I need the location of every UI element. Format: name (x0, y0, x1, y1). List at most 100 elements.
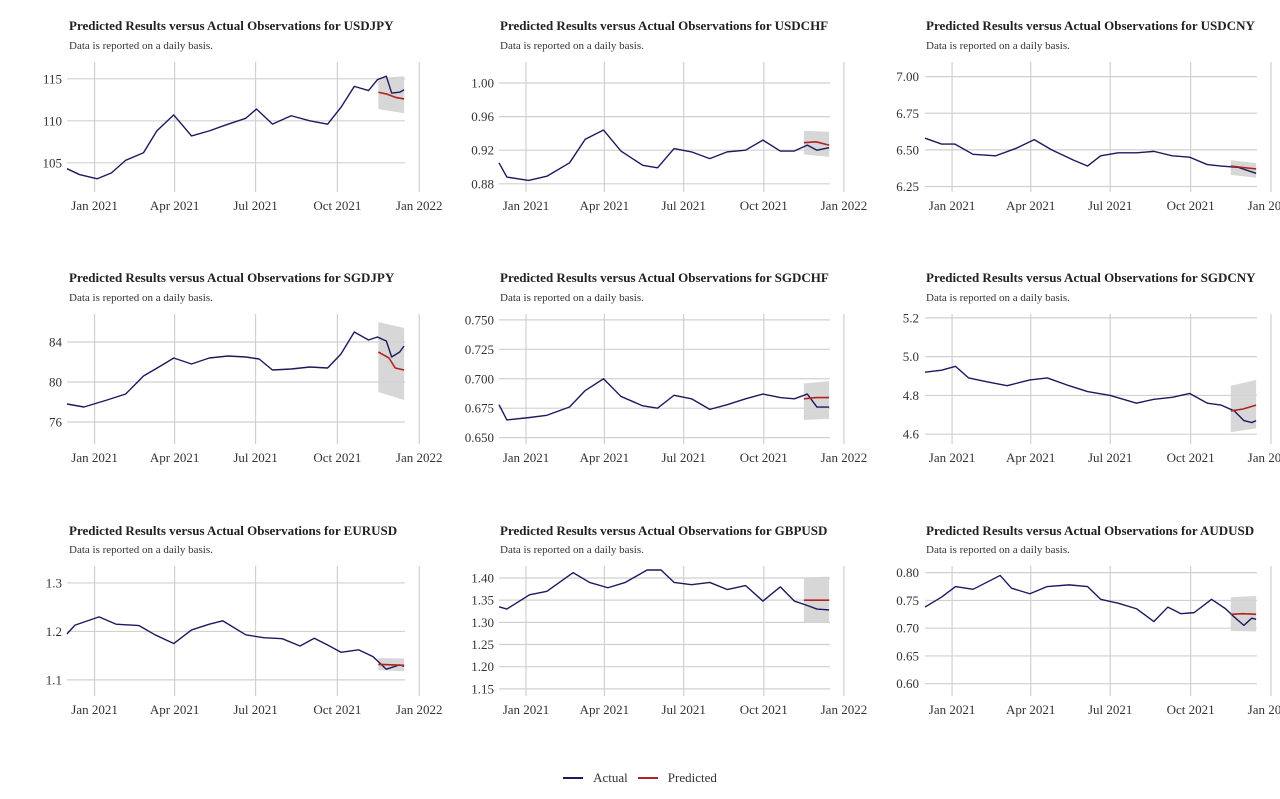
chart-subtitle: Data is reported on a daily basis. (500, 40, 644, 52)
legend-label-predicted: Predicted (667, 770, 717, 785)
x-tick-label: Jan 2022 (821, 198, 868, 213)
chart-title: Predicted Results versus Actual Observat… (69, 523, 398, 538)
x-tick-label: Jan 2022 (1248, 198, 1280, 213)
y-tick-label: 0.75 (896, 593, 919, 608)
chart-title: Predicted Results versus Actual Observat… (926, 18, 1255, 33)
x-tick-label: Jan 2021 (71, 702, 118, 717)
x-tick-label: Oct 2021 (313, 198, 361, 213)
chart-subtitle: Data is reported on a daily basis. (69, 40, 213, 52)
x-tick-label: Jul 2021 (233, 702, 277, 717)
x-tick-label: Jan 2021 (503, 198, 550, 213)
x-tick-label: Jan 2022 (821, 450, 868, 465)
chart-title: Predicted Results versus Actual Observat… (69, 18, 394, 33)
y-tick-label: 0.88 (471, 176, 494, 191)
y-tick-label: 4.6 (903, 427, 920, 442)
series-predicted-line (803, 396, 830, 400)
legend: Actual Predicted (0, 768, 1280, 788)
legend-item-predicted: Predicted (637, 770, 717, 786)
x-tick-label: Jan 2021 (71, 450, 118, 465)
x-tick-label: Jan 2022 (396, 702, 443, 717)
x-tick-label: Apr 2021 (150, 702, 199, 717)
x-tick-label: Apr 2021 (580, 198, 629, 213)
x-tick-label: Jan 2022 (396, 450, 443, 465)
y-tick-label: 0.80 (896, 565, 919, 580)
y-tick-label: 4.8 (903, 388, 919, 403)
x-tick-label: Oct 2021 (1167, 198, 1215, 213)
chart-title: Predicted Results versus Actual Observat… (926, 270, 1256, 285)
x-tick-label: Jan 2021 (503, 450, 550, 465)
y-tick-label: 80 (49, 375, 62, 390)
y-tick-label: 0.750 (465, 312, 494, 327)
x-tick-label: Apr 2021 (150, 450, 199, 465)
chart-title: Predicted Results versus Actual Observat… (500, 18, 829, 33)
series-predicted-line (378, 91, 405, 100)
series-actual-line (498, 378, 830, 421)
y-tick-label: 5.2 (903, 310, 919, 325)
x-tick-label: Oct 2021 (1167, 702, 1215, 717)
y-tick-label: 1.25 (471, 637, 494, 652)
y-tick-label: 6.50 (896, 142, 919, 157)
x-tick-label: Jul 2021 (233, 450, 277, 465)
y-tick-label: 0.96 (471, 109, 494, 124)
y-tick-label: 1.1 (46, 672, 62, 687)
chart-title: Predicted Results versus Actual Observat… (500, 270, 829, 285)
x-tick-label: Oct 2021 (313, 450, 361, 465)
series-actual-line (66, 75, 405, 180)
chart-subtitle: Data is reported on a daily basis. (500, 292, 644, 304)
x-tick-label: Apr 2021 (580, 450, 629, 465)
x-tick-label: Jan 2021 (929, 702, 976, 717)
series-actual-line (66, 616, 405, 670)
x-tick-label: Oct 2021 (740, 450, 788, 465)
x-tick-label: Jan 2021 (71, 198, 118, 213)
x-tick-label: Oct 2021 (1167, 450, 1215, 465)
y-tick-label: 0.60 (896, 676, 919, 691)
chart-title: Predicted Results versus Actual Observat… (69, 270, 395, 285)
x-tick-label: Jul 2021 (661, 198, 705, 213)
series-predicted-line (377, 351, 405, 371)
series-actual-line (924, 365, 1257, 424)
y-tick-label: 1.00 (471, 76, 494, 91)
y-tick-label: 1.3 (46, 575, 62, 590)
y-tick-label: 1.15 (471, 681, 494, 696)
series-predicted-line (378, 663, 405, 667)
y-tick-label: 115 (43, 71, 62, 86)
x-tick-label: Oct 2021 (740, 702, 788, 717)
x-tick-label: Apr 2021 (1006, 702, 1055, 717)
y-tick-label: 7.00 (896, 69, 919, 84)
legend-item-actual: Actual (563, 770, 628, 786)
chart-title: Predicted Results versus Actual Observat… (500, 523, 828, 538)
y-tick-label: 1.40 (471, 570, 494, 585)
x-tick-label: Jul 2021 (661, 702, 705, 717)
chart-title: Predicted Results versus Actual Observat… (926, 523, 1255, 538)
chart-subtitle: Data is reported on a daily basis. (69, 544, 213, 556)
x-tick-label: Jul 2021 (1088, 450, 1132, 465)
y-tick-label: 105 (43, 155, 63, 170)
y-tick-label: 1.2 (46, 624, 62, 639)
prediction-band (803, 381, 830, 420)
chart-subtitle: Data is reported on a daily basis. (926, 544, 1070, 556)
series-actual-line (66, 331, 405, 408)
y-tick-label: 1.30 (471, 615, 494, 630)
series-predicted-line (1230, 404, 1257, 412)
legend-swatch-predicted (637, 777, 658, 779)
x-tick-label: Oct 2021 (313, 702, 361, 717)
series-actual-line (498, 129, 830, 182)
chart-subtitle: Data is reported on a daily basis. (926, 292, 1070, 304)
legend-label-actual: Actual (593, 770, 628, 785)
x-tick-label: Jul 2021 (661, 450, 705, 465)
y-tick-label: 0.70 (896, 621, 919, 636)
series-actual-line (498, 569, 830, 611)
x-tick-label: Apr 2021 (580, 702, 629, 717)
y-tick-label: 1.20 (471, 659, 494, 674)
prediction-band (1230, 379, 1257, 433)
y-tick-label: 0.650 (465, 430, 494, 445)
series-predicted-line (1230, 165, 1257, 170)
series-predicted-line (1230, 612, 1257, 616)
